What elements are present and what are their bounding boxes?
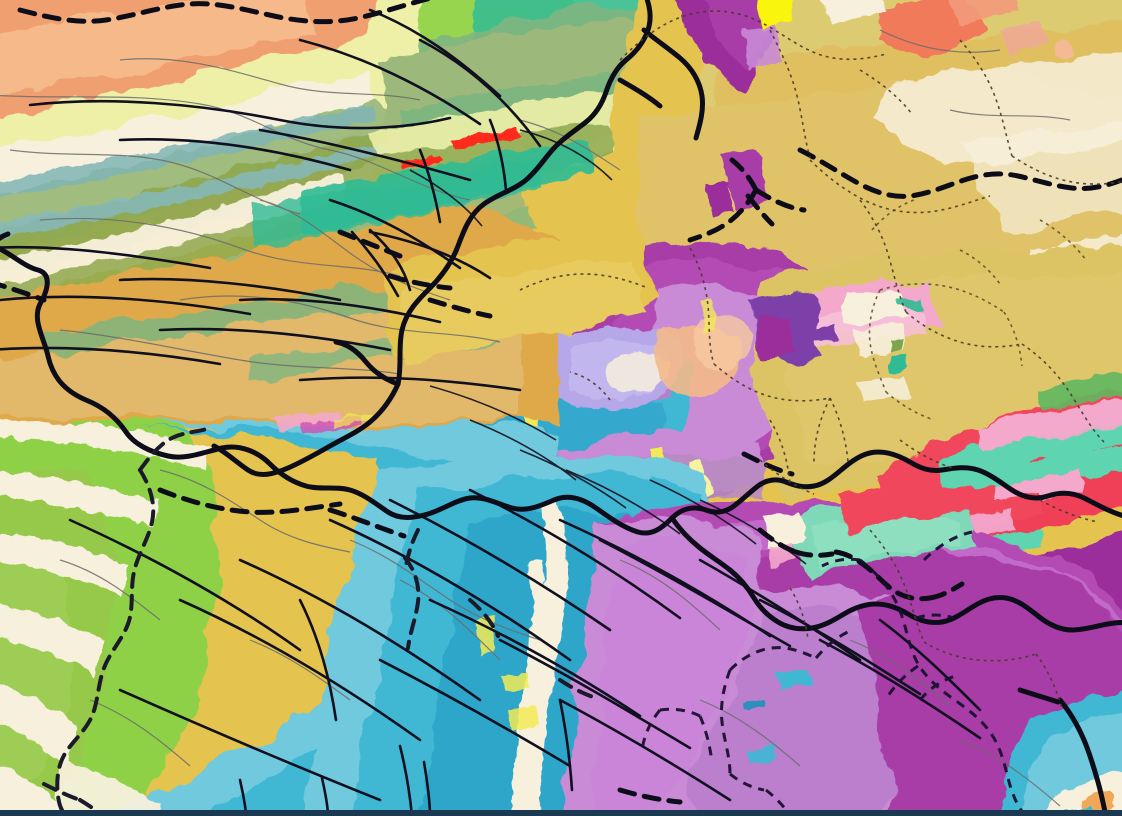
region-north-central-green <box>250 15 680 248</box>
region-east-central-pink <box>800 283 936 404</box>
province-boundary-northeast <box>868 199 1087 421</box>
alluvial-ribbons-southwest <box>0 415 210 816</box>
bottom-edge-bar <box>0 810 1122 816</box>
proterozoic-prong-north <box>676 0 792 216</box>
province-boundary-southeast <box>640 530 1028 816</box>
region-central-lavender <box>546 315 753 409</box>
disputed-boundary-southwest <box>42 426 598 816</box>
southeast-small-lakes <box>742 669 812 766</box>
south-central-alluvium <box>476 500 568 816</box>
cambrian-sliver-midleft <box>272 410 374 434</box>
province-boundary <box>519 10 1122 709</box>
river-network <box>0 29 1071 807</box>
region-mid-purple-wedge <box>562 516 763 816</box>
fault-traces-secondary <box>409 129 807 565</box>
